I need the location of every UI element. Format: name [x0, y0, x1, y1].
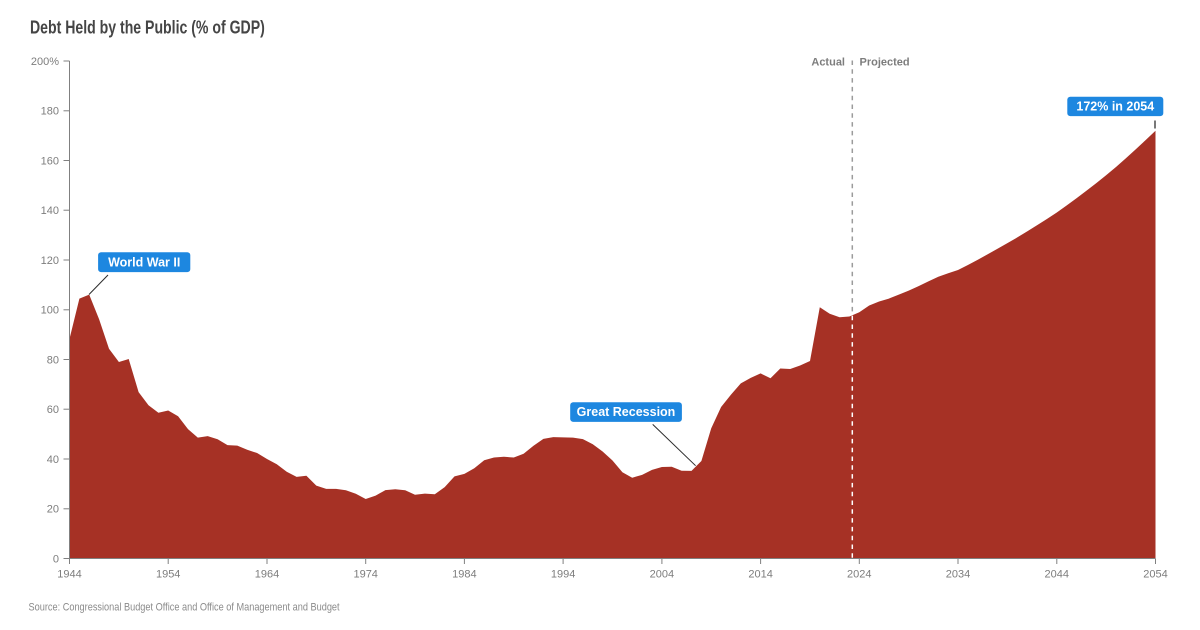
svg-text:160: 160	[41, 155, 59, 167]
svg-text:2044: 2044	[1045, 569, 1069, 581]
svg-text:1974: 1974	[353, 569, 377, 581]
svg-text:2024: 2024	[847, 569, 871, 581]
svg-text:Great Recession: Great Recession	[577, 405, 676, 419]
svg-text:120: 120	[41, 255, 59, 267]
svg-text:60: 60	[47, 404, 59, 416]
svg-text:World War II: World War II	[108, 255, 180, 269]
svg-text:2034: 2034	[946, 569, 970, 581]
svg-text:20: 20	[47, 504, 59, 516]
svg-text:2014: 2014	[748, 569, 772, 581]
svg-text:0: 0	[53, 553, 59, 565]
svg-text:Actual: Actual	[811, 57, 845, 69]
svg-text:40: 40	[47, 454, 59, 466]
svg-text:Projected: Projected	[860, 57, 910, 69]
svg-text:1994: 1994	[551, 569, 575, 581]
svg-text:1984: 1984	[452, 569, 476, 581]
svg-text:172% in 2054: 172% in 2054	[1076, 100, 1154, 114]
svg-text:1954: 1954	[156, 569, 180, 581]
svg-text:200%: 200%	[31, 56, 59, 68]
svg-text:100: 100	[41, 305, 59, 317]
svg-text:80: 80	[47, 354, 59, 366]
svg-text:Source: Congressional Budget O: Source: Congressional Budget Office and …	[29, 602, 340, 614]
svg-text:140: 140	[41, 205, 59, 217]
svg-text:2054: 2054	[1143, 569, 1167, 581]
svg-text:180: 180	[41, 106, 59, 118]
svg-text:1964: 1964	[255, 569, 279, 581]
svg-text:1944: 1944	[57, 569, 81, 581]
svg-text:Debt Held by the Public (% of: Debt Held by the Public (% of GDP)	[30, 18, 265, 38]
svg-text:2004: 2004	[650, 569, 674, 581]
